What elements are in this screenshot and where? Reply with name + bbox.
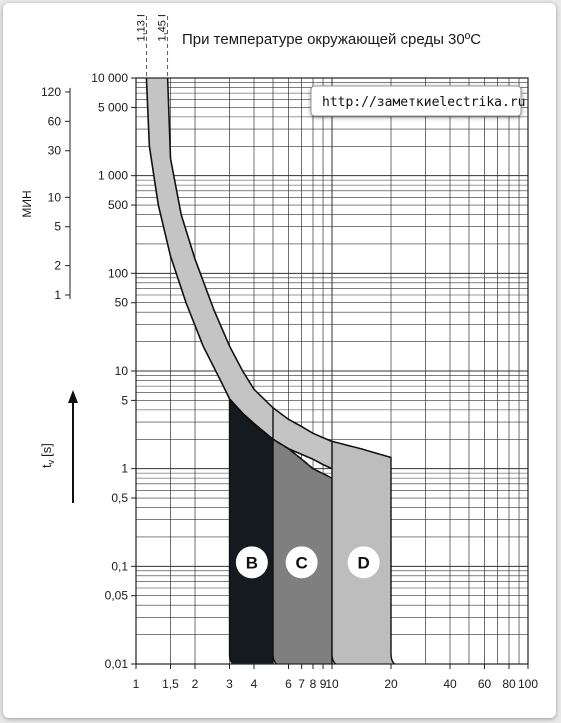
y-axis-label-unit: [s] xyxy=(39,443,54,457)
band-letter-circle xyxy=(235,546,268,579)
dashed-boundary xyxy=(228,399,333,479)
band-letter-b: B xyxy=(246,553,258,572)
y-tick-label: 1 000 xyxy=(98,169,128,183)
marker-label: 1,45 I xyxy=(157,14,169,42)
y-tick-label: 500 xyxy=(108,198,128,212)
marker-lines: 1,13 I 1,45 I xyxy=(135,14,169,78)
x-tick-label: 20 xyxy=(384,677,398,691)
band-letter-circle xyxy=(347,546,380,579)
minutes-tick-label: 1 xyxy=(54,288,61,302)
y-tick-label: 100 xyxy=(108,266,128,280)
band-letter-c: C xyxy=(295,553,307,572)
watermark-url: http://заметкиelectrika.ru xyxy=(322,95,526,110)
y-tick-label: 0,1 xyxy=(111,559,128,573)
svg-text:tv[s]: tv [s] xyxy=(39,443,56,468)
x-tick-label: 100 xyxy=(518,677,538,691)
minutes-tick-label: 2 xyxy=(54,259,61,273)
chart-title: При температуре окружающей среды 30ºС xyxy=(182,31,481,48)
x-tick-label: 8 xyxy=(310,677,317,691)
x-tick-label: 10 xyxy=(325,677,339,691)
band-letter-d: D xyxy=(357,553,369,572)
minutes-tick-label: 120 xyxy=(41,85,61,99)
x-tick-label: 40 xyxy=(443,677,457,691)
x-tick-label: 9 xyxy=(320,677,327,691)
band-letters: B C D xyxy=(235,546,380,579)
thermal-release-band xyxy=(145,78,392,470)
minutes-axis: 1 2 5 10 30 60 120 xyxy=(41,85,71,302)
x-tick-label: 1,5 xyxy=(162,677,179,691)
minutes-axis-label: МИН xyxy=(20,190,34,217)
x-axis-ticks: 1 1,5 2 3 4 6 7 8 910 20 40 60 80 100 xyxy=(133,664,538,691)
x-tick-label: 1 xyxy=(133,677,140,691)
x-tick-label: 80 xyxy=(502,677,516,691)
up-arrow-icon xyxy=(68,390,78,503)
y-tick-label: 5 000 xyxy=(98,100,128,114)
y-axis-label-sub: v xyxy=(46,459,56,464)
y-tick-label: 0,05 xyxy=(105,589,129,603)
y-axis-label: tv [s] xyxy=(39,443,56,468)
minutes-tick-label: 60 xyxy=(48,114,62,128)
y-axis-ticks: 0,01 0,05 0,1 0,5 1 5 10 50 100 500 1 000 5 000 10 0… xyxy=(91,71,136,671)
x-tick-label: 60 xyxy=(478,677,492,691)
x-tick-label: 2 xyxy=(192,677,199,691)
band-b-area xyxy=(228,398,274,664)
y-tick-label: 0,5 xyxy=(111,491,128,505)
y-tick-label: 5 xyxy=(121,393,128,407)
x-tick-label: 3 xyxy=(226,677,233,691)
band-letter-circle xyxy=(285,546,318,579)
y-tick-label: 0,01 xyxy=(105,657,129,671)
minutes-tick-label: 10 xyxy=(48,190,62,204)
y-tick-label: 1 xyxy=(121,462,128,476)
band-c-area xyxy=(272,407,333,664)
y-tick-label: 10 000 xyxy=(91,71,128,85)
minutes-tick-label: 5 xyxy=(54,220,61,234)
x-tick-label: 6 xyxy=(285,677,292,691)
y-tick-label: 50 xyxy=(115,296,129,310)
watermark-box: http://заметкиelectrika.ru xyxy=(310,85,526,117)
minutes-tick-label: 30 xyxy=(48,144,62,158)
x-tick-label: 7 xyxy=(298,677,305,691)
marker-label: 1,13 I xyxy=(135,14,147,42)
y-axis-label-main: t xyxy=(39,464,54,468)
grid xyxy=(136,78,528,664)
y-tick-label: 10 xyxy=(115,364,129,378)
x-tick-label: 4 xyxy=(251,677,258,691)
